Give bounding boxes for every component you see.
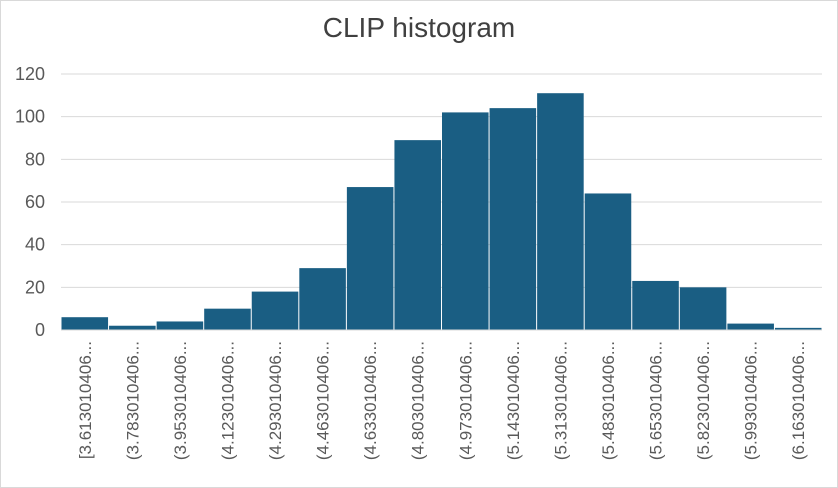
histogram-bar — [346, 187, 394, 330]
x-tick-label: (4.803010406... — [409, 341, 428, 460]
histogram-bar — [204, 308, 251, 330]
histogram-bar — [774, 327, 822, 330]
y-tick-label: 40 — [25, 235, 45, 255]
histogram-bar — [251, 291, 299, 330]
x-tick-label: (5.313010406... — [551, 341, 570, 460]
bars — [61, 93, 822, 331]
x-tick-label: (4.293010406... — [266, 341, 285, 460]
histogram-bar — [394, 140, 441, 330]
y-tick-label: 20 — [25, 277, 45, 297]
x-tick-label: (5.653010406... — [647, 341, 666, 460]
x-tick-label: (5.143010406... — [504, 341, 523, 460]
histogram-bar — [632, 280, 679, 330]
y-tick-label: 100 — [15, 107, 45, 127]
x-tick-label: (5.993010406... — [742, 341, 761, 460]
gridlines — [61, 73, 822, 288]
y-tick-labels: 0 20 40 60 80 100 120 — [15, 64, 45, 340]
histogram-bar — [442, 112, 489, 331]
y-tick-label: 60 — [25, 192, 45, 212]
y-tick-label: 0 — [35, 320, 45, 340]
histogram-bar — [537, 93, 584, 330]
x-tick-label: (5.483010406... — [599, 341, 618, 460]
x-tick-label: (3.783010406... — [123, 341, 142, 460]
chart-title: CLIP histogram — [322, 12, 516, 43]
histogram-bar — [489, 108, 537, 330]
y-tick-label: 120 — [15, 64, 45, 84]
histogram-bar — [584, 193, 632, 330]
x-tick-labels: [3.613010406... (3.783010406... (3.9530104… — [76, 341, 808, 460]
y-tick-label: 80 — [25, 149, 45, 169]
histogram-bar — [109, 325, 156, 330]
histogram-bar — [299, 268, 346, 330]
histogram-bar — [727, 323, 774, 330]
x-tick-label: (4.463010406... — [314, 341, 333, 460]
x-tick-label: (5.823010406... — [694, 341, 713, 460]
x-tick-label: [3.613010406... — [76, 341, 95, 459]
x-tick-label: (4.633010406... — [361, 341, 380, 460]
histogram-bar — [156, 321, 204, 330]
x-tick-label: (6.163010406... — [789, 341, 808, 460]
x-tick-label: (4.123010406... — [218, 341, 237, 460]
histogram-bar — [61, 317, 109, 330]
x-tick-label: (3.953010406... — [171, 341, 190, 460]
histogram-bar — [679, 287, 727, 330]
x-tick-label: (4.973010406... — [456, 341, 475, 460]
